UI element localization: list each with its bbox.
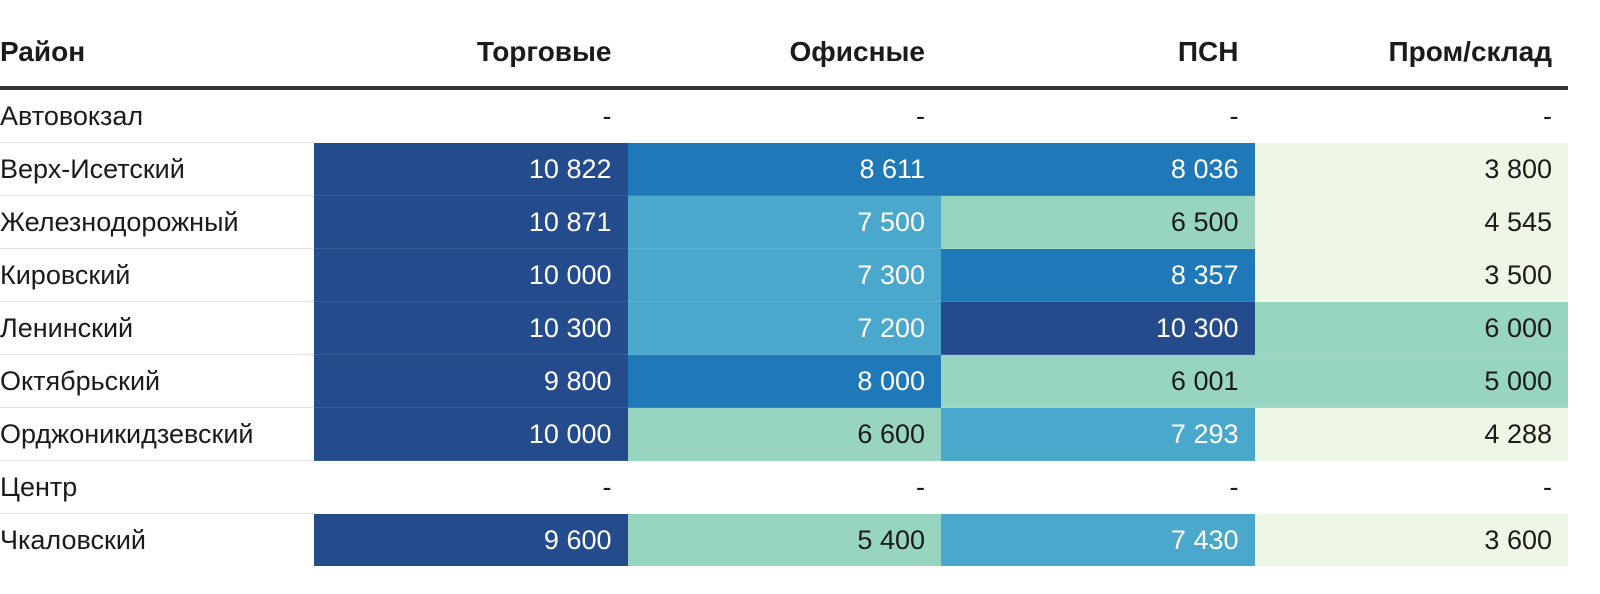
cell-industrial-warehouse: - [1543, 100, 1552, 131]
cell-retail: 10 000 [314, 248, 628, 302]
district-name: Верх-Исетский [0, 142, 314, 196]
cell-office: - [916, 100, 925, 131]
table-row: Железнодорожный 10 871 7 500 6 500 4 545 [0, 195, 1568, 249]
cell-office: 8 611 [627, 142, 941, 196]
table-body: Автовокзал - - - - Верх-Исетский 10 822 8 611 8 … [0, 88, 1568, 566]
cell-psn: - [1229, 100, 1239, 131]
cell-industrial-warehouse: 4 288 [1254, 407, 1568, 461]
district-name: Чкаловский [0, 513, 314, 566]
cell-industrial-warehouse: 3 800 [1254, 142, 1568, 196]
cell-office: 5 400 [627, 513, 941, 566]
cell-industrial-warehouse: 3 500 [1254, 248, 1568, 302]
cell-office: - [627, 460, 941, 514]
district-name: Центр [0, 460, 314, 514]
cell-psn: 6 500 [941, 195, 1255, 249]
table-row: Автовокзал - - - - [0, 88, 1568, 143]
table-header: Район Торговые Офисные ПСН Пром/склад [0, 18, 1568, 90]
table-row: Верх-Исетский 10 822 8 611 8 036 3 800 [0, 142, 1568, 196]
cell-psn: 6 001 [941, 354, 1255, 408]
cell-retail: 10 871 [314, 195, 628, 249]
cell-retail: - [314, 460, 628, 514]
district-name: Орджоникидзевский [0, 407, 314, 461]
table-row: Орджоникидзевский 10 000 6 600 7 293 4 288 [0, 407, 1568, 461]
cell-industrial-warehouse: - [1254, 460, 1568, 514]
cell-office: 8 000 [627, 354, 941, 408]
cell-retail: - [602, 100, 612, 131]
column-header-psn: ПСН [941, 18, 1255, 90]
cell-psn: 7 430 [941, 513, 1255, 566]
price-heatmap-table: Район Торговые Офисные ПСН Пром/склад Ав… [0, 18, 1568, 566]
cell-psn: - [941, 460, 1255, 514]
cell-office: 7 300 [627, 248, 941, 302]
table-row: Октябрьский 9 800 8 000 6 001 5 000 [0, 354, 1568, 408]
district-name: Железнодорожный [0, 195, 314, 249]
column-header-district: Район [0, 18, 314, 90]
district-name: Кировский [0, 248, 314, 302]
header-row: Район Торговые Офисные ПСН Пром/склад [0, 18, 1568, 90]
cell-psn: 10 300 [941, 301, 1255, 355]
cell-industrial-warehouse: 5 000 [1254, 354, 1568, 408]
cell-retail: 9 600 [314, 513, 628, 566]
column-header-office: Офисные [627, 18, 941, 90]
cell-retail: 10 822 [314, 142, 628, 196]
district-name: Октябрьский [0, 354, 314, 408]
cell-retail: 10 000 [314, 407, 628, 461]
cell-industrial-warehouse: 3 600 [1254, 513, 1568, 566]
table-row: Центр - - - - [0, 460, 1568, 514]
column-header-retail: Торговые [314, 18, 628, 90]
table-row: Ленинский 10 300 7 200 10 300 6 000 [0, 301, 1568, 355]
cell-psn: 7 293 [941, 407, 1255, 461]
cell-psn: 8 357 [941, 248, 1255, 302]
cell-retail: 9 800 [314, 354, 628, 408]
cell-psn: 8 036 [941, 142, 1255, 196]
column-header-industrial-warehouse: Пром/склад [1254, 18, 1568, 90]
cell-industrial-warehouse: 4 545 [1254, 195, 1568, 249]
district-name: Ленинский [0, 301, 314, 355]
table-row: Кировский 10 000 7 300 8 357 3 500 [0, 248, 1568, 302]
cell-office: 7 200 [627, 301, 941, 355]
cell-office: 6 600 [627, 407, 941, 461]
cell-office: 7 500 [627, 195, 941, 249]
cell-industrial-warehouse: 6 000 [1254, 301, 1568, 355]
cell-retail: 10 300 [314, 301, 628, 355]
district-name: Автовокзал [0, 100, 144, 131]
table-row: Чкаловский 9 600 5 400 7 430 3 600 [0, 513, 1568, 566]
